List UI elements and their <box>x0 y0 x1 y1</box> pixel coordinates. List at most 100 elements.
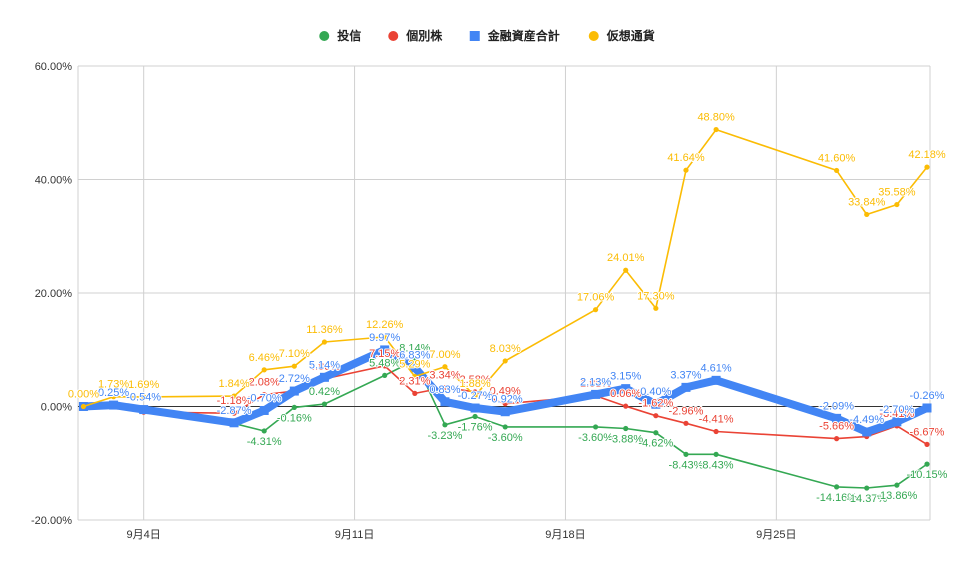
data-label: 2.72% <box>279 373 310 385</box>
data-label: 1.73% <box>98 379 129 391</box>
data-point <box>924 441 930 447</box>
data-point <box>892 417 902 427</box>
data-point <box>834 484 840 490</box>
series-line <box>82 359 928 489</box>
legend-item: 投信 <box>319 28 361 43</box>
data-point <box>259 405 269 415</box>
data-label: 1.88% <box>459 378 490 390</box>
data-point <box>231 410 237 416</box>
data-point <box>470 403 480 413</box>
data-point <box>623 267 629 273</box>
data-point <box>412 390 418 396</box>
data-label: -3.23% <box>428 430 463 442</box>
data-label: -13.86% <box>876 490 917 502</box>
data-point <box>502 358 508 364</box>
data-point <box>834 167 840 174</box>
x-tick-label: 9月4日 <box>127 529 161 541</box>
data-point <box>713 126 719 133</box>
data-label: -8.43% <box>669 459 704 471</box>
data-label: 7.00% <box>429 349 460 361</box>
data-label: 35.58% <box>878 187 916 199</box>
data-point <box>894 201 900 208</box>
data-label: 2.13% <box>580 376 611 388</box>
data-label: -4.41% <box>699 414 734 426</box>
data-label: -1.18% <box>217 395 252 407</box>
data-label: 3.37% <box>670 369 701 381</box>
data-label: 17.30% <box>637 290 675 302</box>
data-label: 7.15% <box>369 348 400 360</box>
data-point <box>472 413 478 420</box>
data-label: 5.48% <box>369 357 400 369</box>
data-label: -0.16% <box>277 412 312 424</box>
data-label: -4.62% <box>638 438 673 450</box>
data-label: -3.88% <box>608 434 643 446</box>
legend-item: 仮想通貨 <box>588 28 655 43</box>
data-label: 2.58% <box>459 374 490 386</box>
data-point <box>834 436 840 442</box>
data-point <box>653 305 659 311</box>
series-layer <box>78 126 932 491</box>
data-point <box>651 399 661 409</box>
data-label: -2.70% <box>879 404 914 416</box>
data-label: 8.14% <box>399 342 430 354</box>
series-line <box>82 128 928 408</box>
data-point <box>110 394 117 400</box>
data-label: 2.31% <box>399 375 430 387</box>
data-label: 9.97% <box>369 332 400 344</box>
data-label: 3.15% <box>610 371 641 383</box>
data-point <box>382 363 388 369</box>
data-point <box>683 420 689 426</box>
data-point <box>261 367 267 373</box>
y-tick-label: 40.00% <box>35 175 73 187</box>
data-point <box>500 407 510 417</box>
data-point <box>894 482 900 488</box>
data-label: -0.26% <box>910 390 945 402</box>
data-label: 8.03% <box>490 343 521 355</box>
data-label: 48.80% <box>697 112 735 124</box>
legend-label: 投信 <box>337 28 361 43</box>
data-label: 0.06% <box>610 388 641 400</box>
data-point <box>592 424 599 430</box>
data-point <box>109 400 119 410</box>
data-point <box>592 307 599 313</box>
data-point <box>229 418 239 428</box>
data-point <box>623 425 629 432</box>
data-label: 11.36% <box>306 324 343 336</box>
data-point <box>862 427 872 437</box>
data-point <box>864 485 870 491</box>
data-point <box>382 334 388 340</box>
data-label: 1.88% <box>580 378 611 390</box>
data-label: 0.25% <box>98 387 129 399</box>
data-label: 12.26% <box>366 319 404 331</box>
data-label: -3.41% <box>879 408 914 420</box>
data-point <box>442 422 448 428</box>
data-point <box>412 373 418 380</box>
data-label: -2.87% <box>217 405 252 417</box>
legend-marker <box>319 31 330 41</box>
y-tick-label: 0.00% <box>41 402 72 414</box>
data-label-layer: -4.31%-0.16%0.42%5.48%8.14%-3.23%-1.76%-… <box>67 111 949 506</box>
data-point <box>864 211 870 218</box>
data-label: -14.37% <box>846 493 887 505</box>
data-label: 3.34% <box>429 370 460 382</box>
data-point <box>141 394 147 400</box>
data-point <box>139 405 149 415</box>
legend: 投信 個別株 金融資産合計 仮想通貨 <box>319 28 655 43</box>
data-point <box>291 363 297 369</box>
data-label: 6.46% <box>249 352 280 364</box>
data-label: 33.84% <box>848 196 886 208</box>
data-label: -6.67% <box>910 426 945 438</box>
data-point <box>319 372 329 382</box>
data-label: -14.16% <box>816 492 857 504</box>
data-label: 4.61% <box>700 362 731 374</box>
data-label: -10.15% <box>906 469 947 481</box>
data-label: -4.49% <box>849 414 884 426</box>
x-tick-label: 9月11日 <box>335 529 375 541</box>
data-point <box>591 389 601 399</box>
data-point <box>653 430 659 436</box>
data-point <box>924 164 930 170</box>
data-label: 1.69% <box>128 379 159 391</box>
data-label: 41.64% <box>667 152 705 164</box>
x-tick-label: 9月18日 <box>545 529 585 541</box>
